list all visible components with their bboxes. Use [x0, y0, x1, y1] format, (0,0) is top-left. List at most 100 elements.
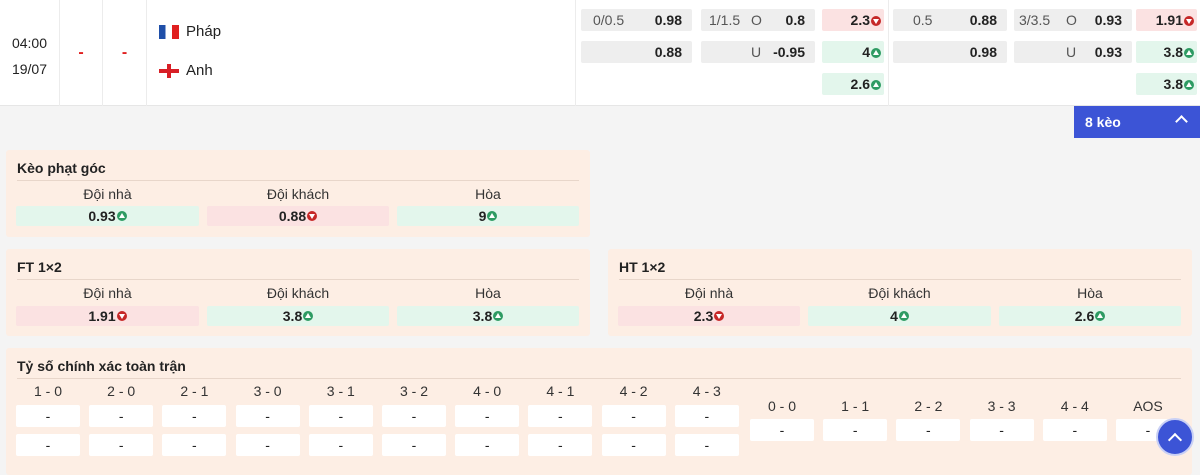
odds-value: 0.88 [969, 12, 997, 28]
odds-value: 1.91 [1155, 12, 1183, 28]
under-label: U [1066, 44, 1077, 60]
home-score-odds[interactable]: - [235, 405, 300, 427]
handicap-line: 0/0.5 [593, 12, 625, 28]
arrow-up-icon [493, 311, 504, 321]
score-label: 2 - 0 [107, 383, 136, 399]
score-odds[interactable]: - [750, 419, 814, 441]
home-score-odds[interactable]: - [16, 405, 80, 427]
away-team[interactable]: Anh [159, 62, 213, 79]
corner-away-odds[interactable]: 0.88 [207, 206, 389, 226]
score-odds[interactable]: - [896, 419, 961, 441]
score-label: 3 - 3 [987, 398, 1016, 414]
score-label: 3 - 1 [326, 383, 355, 399]
away-score-odds[interactable]: - [455, 434, 520, 456]
arrow-up-icon [303, 311, 314, 321]
corner-draw-odds[interactable]: 9 [397, 206, 579, 226]
over-label: O [751, 12, 762, 28]
arrow-up-icon [1184, 48, 1194, 58]
col-home: Đội nhà [684, 285, 734, 301]
ft-away-odds[interactable]: 3.8 [207, 306, 389, 326]
odds-value: 0.93 [1094, 12, 1122, 28]
arrow-up-icon [871, 48, 881, 58]
home-score-odds[interactable]: - [308, 405, 373, 427]
ht-handicap-away[interactable]: 0.98 [893, 41, 1007, 63]
odds-value: 2.3 [850, 12, 870, 28]
ht-1x2-away[interactable]: 3.8 [1136, 41, 1197, 63]
ft-handicap-away[interactable]: 0.88 [581, 41, 692, 63]
away-score-odds[interactable]: - [89, 434, 154, 456]
home-team[interactable]: Pháp [159, 23, 221, 40]
away-score-odds[interactable]: - [674, 434, 739, 456]
corner-home-odds[interactable]: 0.93 [16, 206, 199, 226]
ht-away-odds[interactable]: 4 [808, 306, 991, 326]
ht-draw-odds[interactable]: 2.6 [999, 306, 1181, 326]
ft-home-odds[interactable]: 1.91 [16, 306, 199, 326]
ft-1x2-draw[interactable]: 2.6 [822, 73, 884, 95]
score-label: 2 - 2 [914, 398, 943, 414]
divider [17, 180, 579, 181]
home-score-odds[interactable]: - [528, 405, 593, 427]
home-score-odds[interactable]: - [162, 405, 227, 427]
away-score-odds[interactable]: - [528, 434, 593, 456]
ft-over[interactable]: 1/1.5 O 0.8 [701, 9, 815, 31]
panel-title: Kèo phạt góc [17, 160, 106, 176]
ft-draw-odds[interactable]: 3.8 [397, 306, 579, 326]
score-odds[interactable]: - [1042, 419, 1107, 441]
away-score-odds[interactable]: - [601, 434, 666, 456]
odds-value: 0.98 [654, 12, 682, 28]
arrow-down-icon [714, 311, 725, 321]
ht-handicap-home[interactable]: 0.5 0.88 [893, 9, 1007, 31]
ou-line: 3/3.5 [1019, 12, 1051, 28]
away-score-odds[interactable]: - [382, 434, 446, 456]
ft-handicap-home[interactable]: 0/0.5 0.98 [581, 9, 692, 31]
ft-1x2-away[interactable]: 4 [822, 41, 884, 63]
teams[interactable]: Pháp Anh [147, 0, 576, 106]
divider [17, 378, 1181, 379]
home-score-odds[interactable]: - [601, 405, 666, 427]
home-score: - [60, 0, 103, 106]
away-score-odds[interactable]: - [16, 434, 80, 456]
panel-title: Tỷ số chính xác toàn trận [17, 358, 186, 374]
odds-value: 0.8 [785, 12, 805, 28]
ft-1x2-home[interactable]: 2.3 [822, 9, 884, 31]
arrow-up-icon [871, 80, 881, 90]
divider [17, 279, 579, 280]
col-draw: Hòa [1077, 285, 1103, 301]
panel-title: HT 1×2 [619, 259, 666, 275]
ht-1x2-panel: HT 1×2 Đội nhà Đội khách Hòa 2.3 4 2.6 [608, 249, 1192, 336]
odds-value: 0.98 [969, 44, 997, 60]
score-odds[interactable]: - [823, 419, 888, 441]
col-draw: Hòa [475, 285, 501, 301]
home-score-odds[interactable]: - [382, 405, 446, 427]
more-odds-button[interactable]: 8 kèo [1074, 106, 1200, 138]
score-label: 1 - 0 [33, 383, 62, 399]
match-row[interactable]: 04:00 19/07 - - Pháp Anh 0/0.5 0.98 0.88… [0, 0, 1200, 106]
home-score-odds[interactable]: - [455, 405, 520, 427]
ht-under[interactable]: U 0.93 [1014, 41, 1132, 63]
ft-under[interactable]: U -0.95 [701, 41, 815, 63]
score-label: 4 - 3 [692, 383, 721, 399]
scroll-to-top-button[interactable] [1156, 418, 1194, 456]
odds-value: 4 [862, 44, 870, 60]
under-label: U [751, 44, 762, 60]
away-team-name: Anh [186, 62, 213, 79]
home-score-odds[interactable]: - [89, 405, 154, 427]
score-label: 4 - 2 [619, 383, 648, 399]
score-label: 4 - 4 [1060, 398, 1089, 414]
home-score-odds[interactable]: - [674, 405, 739, 427]
away-score-odds[interactable]: - [308, 434, 373, 456]
ht-1x2-home[interactable]: 1.91 [1136, 9, 1197, 31]
panel-title: FT 1×2 [17, 259, 62, 275]
arrow-up-icon [898, 311, 909, 321]
ht-over[interactable]: 3/3.5 O 0.93 [1014, 9, 1132, 31]
away-score-odds[interactable]: - [235, 434, 300, 456]
score-odds[interactable]: - [969, 419, 1034, 441]
ft-1x2-panel: FT 1×2 Đội nhà Đội khách Hòa 1.91 3.8 3.… [6, 249, 590, 336]
away-score-odds[interactable]: - [162, 434, 227, 456]
score-label: 2 - 1 [180, 383, 209, 399]
ht-1x2-draw[interactable]: 3.8 [1136, 73, 1197, 95]
ht-home-odds[interactable]: 2.3 [618, 306, 800, 326]
kickoff-date: 19/07 [11, 61, 48, 77]
odds-value: 2.6 [850, 76, 870, 92]
score-label: AOS [1133, 398, 1163, 414]
